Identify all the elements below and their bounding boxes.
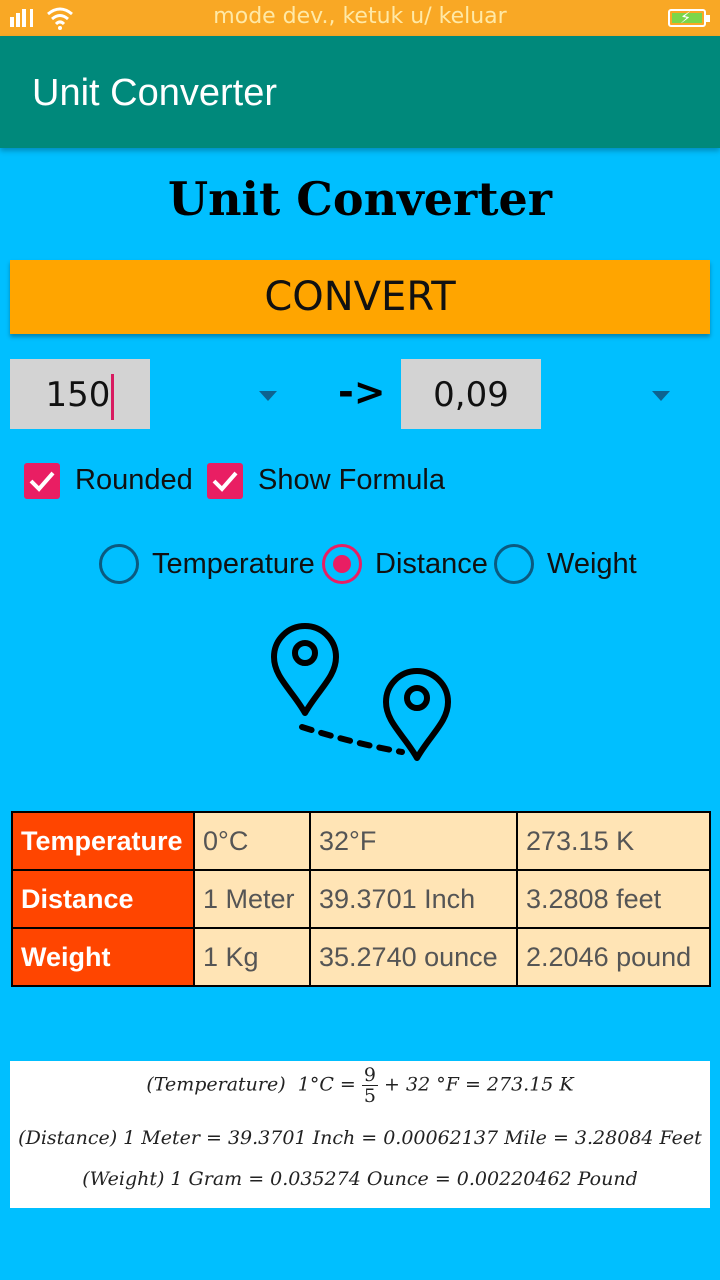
map-pin-distance-icon <box>271 623 451 761</box>
table-cell: 32°F <box>309 811 518 871</box>
show-formula-label[interactable]: Show Formula <box>258 464 445 496</box>
table-row-header: Temperature <box>11 811 195 871</box>
convert-button[interactable]: CONVERT <box>10 260 710 334</box>
show-formula-checkbox[interactable] <box>207 463 243 499</box>
battery-icon: ⚡ <box>668 8 710 27</box>
table-cell: 2.2046 pound <box>516 927 711 987</box>
table-cell: 1 Kg <box>193 927 311 987</box>
output-value-field[interactable]: 0,09 <box>401 359 541 429</box>
table-row-header: Distance <box>11 869 195 929</box>
rounded-label[interactable]: Rounded <box>75 464 193 496</box>
table-row: Weight 1 Kg 35.2740 ounce 2.2046 pound <box>11 927 711 987</box>
page-title: Unit Converter <box>167 172 552 226</box>
table-row: Temperature 0°C 32°F 273.15 K <box>11 811 711 871</box>
rounded-checkbox[interactable] <box>24 463 60 499</box>
table-row: Distance 1 Meter 39.3701 Inch 3.2808 fee… <box>11 869 711 929</box>
checkmark-icon <box>29 471 55 492</box>
reference-table: Temperature 0°C 32°F 273.15 K Distance 1… <box>11 811 711 987</box>
table-cell: 39.3701 Inch <box>309 869 518 929</box>
weight-formula: (Weight) 1 Gram = 0.035274 Ounce = 0.002… <box>82 1168 638 1190</box>
signal-icon <box>10 9 33 27</box>
app-bar: Unit Converter <box>0 36 720 148</box>
input-value: 150 <box>45 375 111 415</box>
dev-mode-text: mode dev., ketuk u/ keluar <box>213 4 507 29</box>
table-row-header: Weight <box>11 927 195 987</box>
checkmark-icon <box>212 471 238 492</box>
distance-radio[interactable] <box>322 544 362 584</box>
text-cursor <box>111 373 115 420</box>
conversion-arrow: -> <box>338 370 386 414</box>
distance-formula: (Distance) 1 Meter = 39.3701 Inch = 0.00… <box>18 1127 702 1149</box>
weight-radio[interactable] <box>494 544 534 584</box>
to-unit-dropdown-arrow-icon[interactable] <box>652 391 670 401</box>
temperature-radio-label[interactable]: Temperature <box>152 548 315 580</box>
weight-radio-label[interactable]: Weight <box>547 548 637 580</box>
table-cell: 273.15 K <box>516 811 711 871</box>
table-cell: 35.2740 ounce <box>309 927 518 987</box>
table-cell: 3.2808 feet <box>516 869 711 929</box>
app-bar-title: Unit Converter <box>32 72 277 114</box>
status-bar: mode dev., ketuk u/ keluar ⚡ <box>0 0 720 36</box>
temperature-radio[interactable] <box>99 544 139 584</box>
table-cell: 1 Meter <box>193 869 311 929</box>
table-cell: 0°C <box>193 811 311 871</box>
from-unit-dropdown-arrow-icon[interactable] <box>259 391 277 401</box>
wifi-icon <box>47 7 73 30</box>
input-value-field[interactable]: 150 <box>10 359 150 429</box>
distance-radio-label[interactable]: Distance <box>375 548 488 580</box>
